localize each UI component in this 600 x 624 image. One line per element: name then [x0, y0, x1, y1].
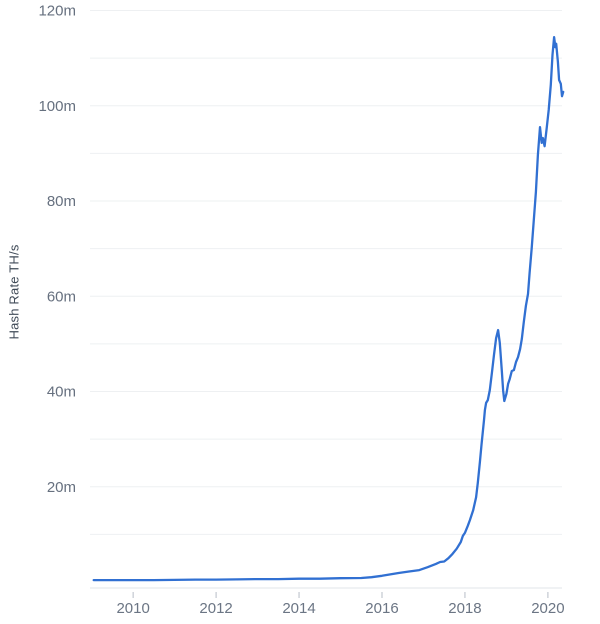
- y-tick-label: 60m: [47, 288, 76, 305]
- x-tick-label: 2018: [448, 600, 481, 617]
- hash-rate-line: [92, 36, 565, 582]
- x-tick-label: 2016: [365, 600, 398, 617]
- x-tick-label: 2010: [116, 600, 149, 617]
- x-tick-label: 2014: [282, 600, 315, 617]
- x-tick-label: 2020: [531, 600, 564, 617]
- x-tick-label: 2012: [199, 600, 232, 617]
- y-tick-label: 120m: [38, 3, 76, 20]
- y-tick-label: 100m: [38, 98, 76, 115]
- y-tick-label: 80m: [47, 193, 76, 210]
- y-tick-label: 20m: [47, 479, 76, 496]
- y-tick-label: 40m: [47, 384, 76, 401]
